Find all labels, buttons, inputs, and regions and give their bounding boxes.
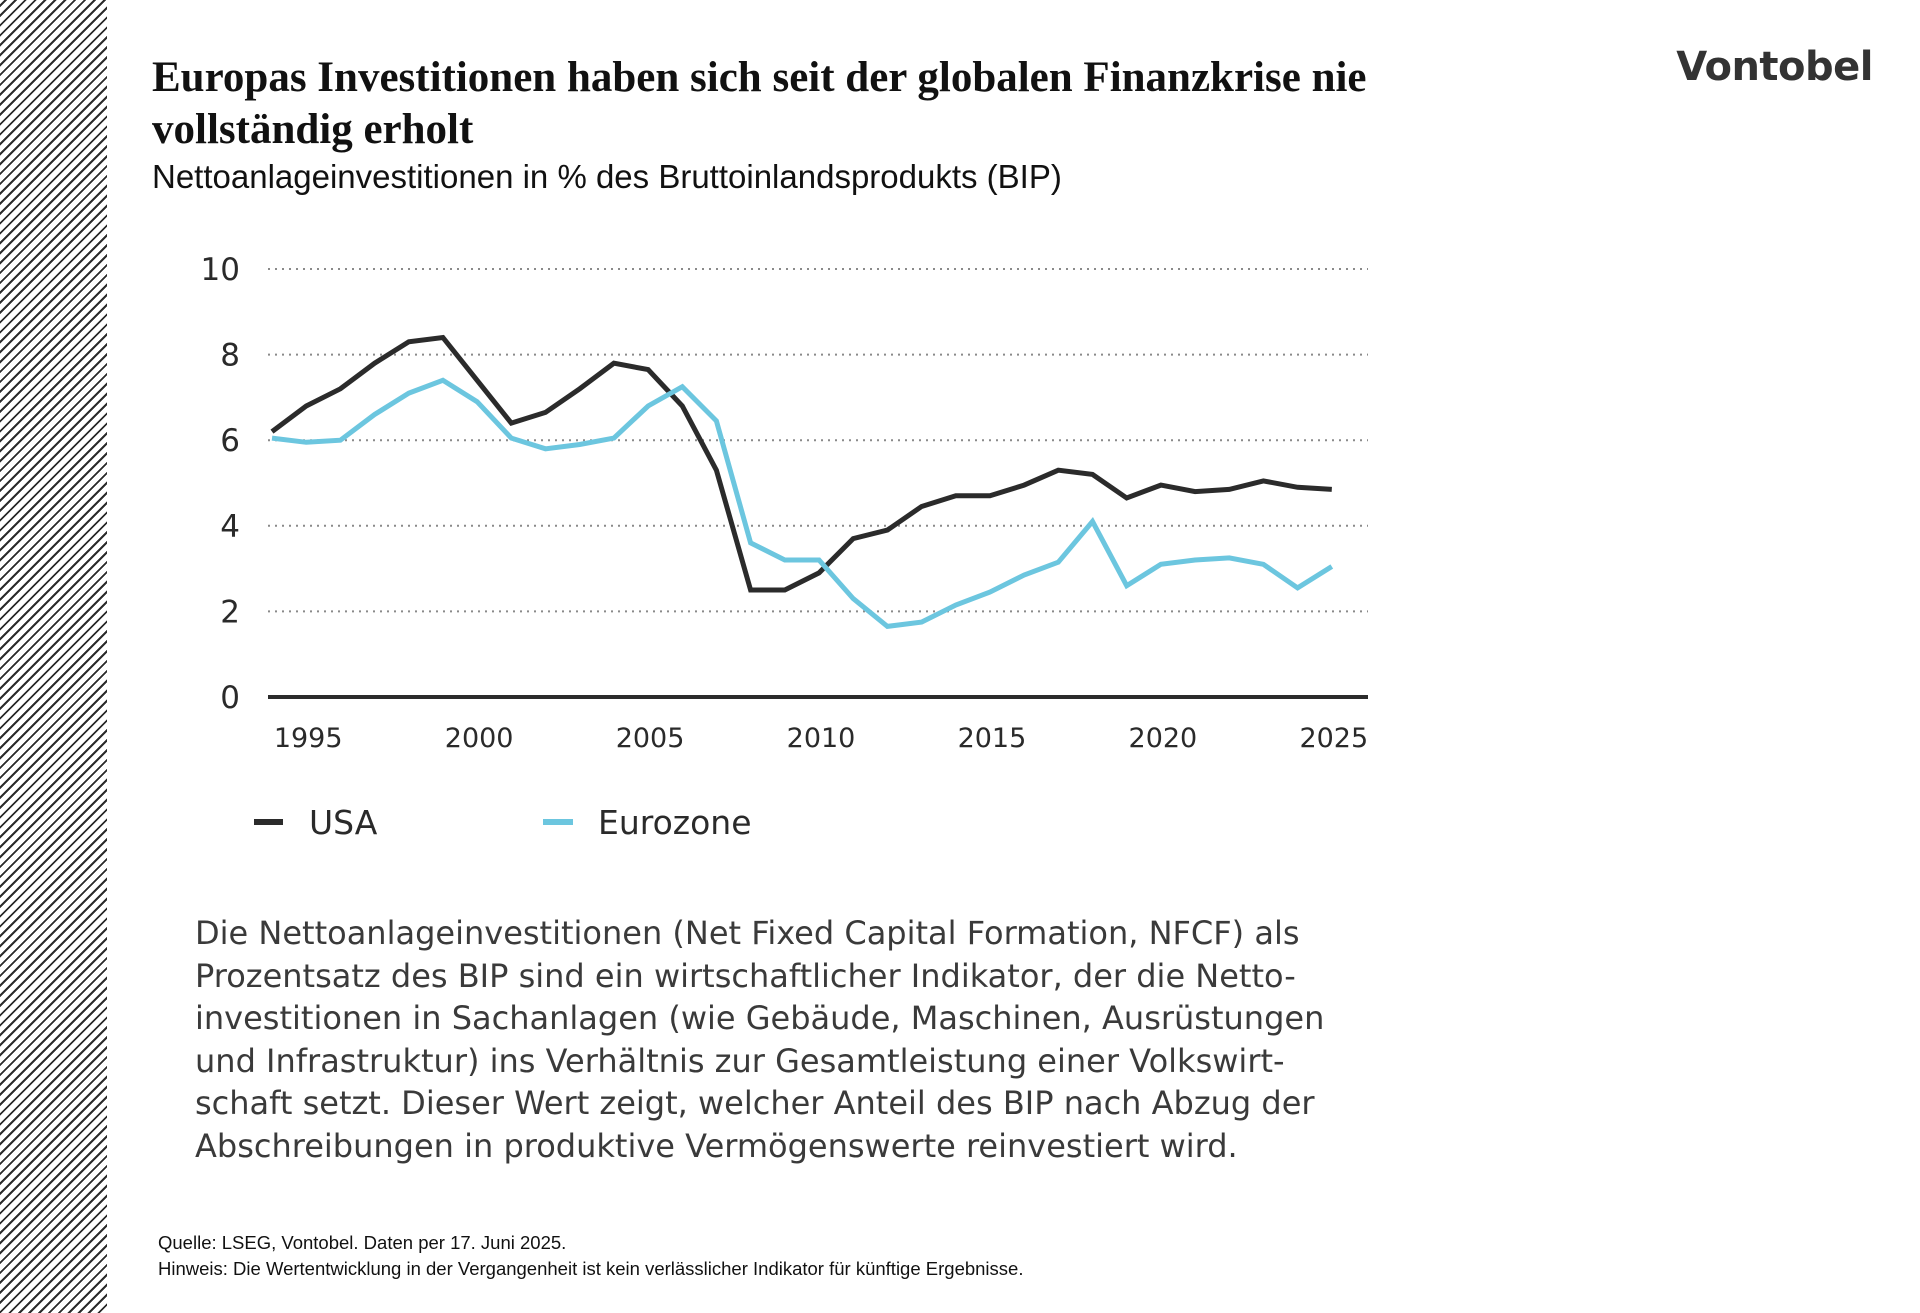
x-tick-label: 2005 (616, 723, 685, 754)
description-line: schaft setzt. Dieser Wert zeigt, welcher… (195, 1084, 1315, 1122)
series-line-eurozone (271, 377, 1334, 630)
source-note: Quelle: LSEG, Vontobel. Daten per 17. Ju… (158, 1232, 567, 1253)
series-line-usa (270, 334, 1332, 593)
y-tick-label: 10 (201, 252, 240, 288)
vontobel-logo: Vontobel (1676, 44, 1873, 90)
y-tick-label: 0 (220, 680, 240, 716)
description-line: Abschreibungen in produktive Vermögenswe… (195, 1126, 1238, 1165)
x-tick-label: 1995 (274, 723, 343, 754)
y-tick-labels: 0 2 4 6 8 10 (201, 252, 240, 716)
description-line: investitionen in Sachanlagen (wie Gebäud… (195, 999, 1325, 1037)
page-title: Europas Investitionen haben sich seit de… (152, 52, 1652, 156)
x-tick-label: 2000 (445, 723, 514, 754)
x-tick-label: 2020 (1129, 723, 1198, 754)
y-tick-label: 8 (220, 338, 240, 374)
x-tick-labels: 1995 2000 2005 2010 2015 2020 2025 (274, 723, 1368, 754)
description-line: und Infrastruktur) ins Verhältnis zur Ge… (195, 1041, 1285, 1080)
title-line-2: vollständig erholt (152, 106, 474, 153)
title-line-1: Europas Investitionen haben sich seit de… (152, 54, 1367, 101)
description-line: Prozentsatz des BIP sind ein wirtschaftl… (195, 956, 1296, 995)
chart-description: Die Nettoanlageinvestitionen (Net Fixed … (195, 912, 1375, 1167)
footer: Quelle: LSEG, Vontobel. Daten per 17. Ju… (158, 1230, 1023, 1282)
y-tick-label: 2 (220, 594, 240, 630)
y-tick-label: 6 (220, 423, 240, 459)
x-tick-label: 2015 (958, 723, 1027, 754)
chart-subtitle: Nettoanlageinvestitionen in % des Brutto… (152, 158, 1062, 195)
grid-lines (268, 268, 1368, 699)
disclaimer-note: Hinweis: Die Wertentwicklung in der Verg… (158, 1258, 1024, 1279)
y-tick-label: 4 (220, 509, 240, 545)
description-line: Die Nettoanlageinvestitionen (Net Fixed … (195, 914, 1300, 952)
series-lines (270, 334, 1334, 630)
legend-eurozone-label: Eurozone (598, 803, 752, 842)
decorative-stripes (0, 0, 107, 1313)
legend-usa-label: USA (309, 803, 378, 842)
x-tick-label: 2010 (787, 723, 856, 754)
x-tick-label: 2025 (1299, 723, 1368, 754)
chart-legend: USA Eurozone (254, 803, 752, 842)
